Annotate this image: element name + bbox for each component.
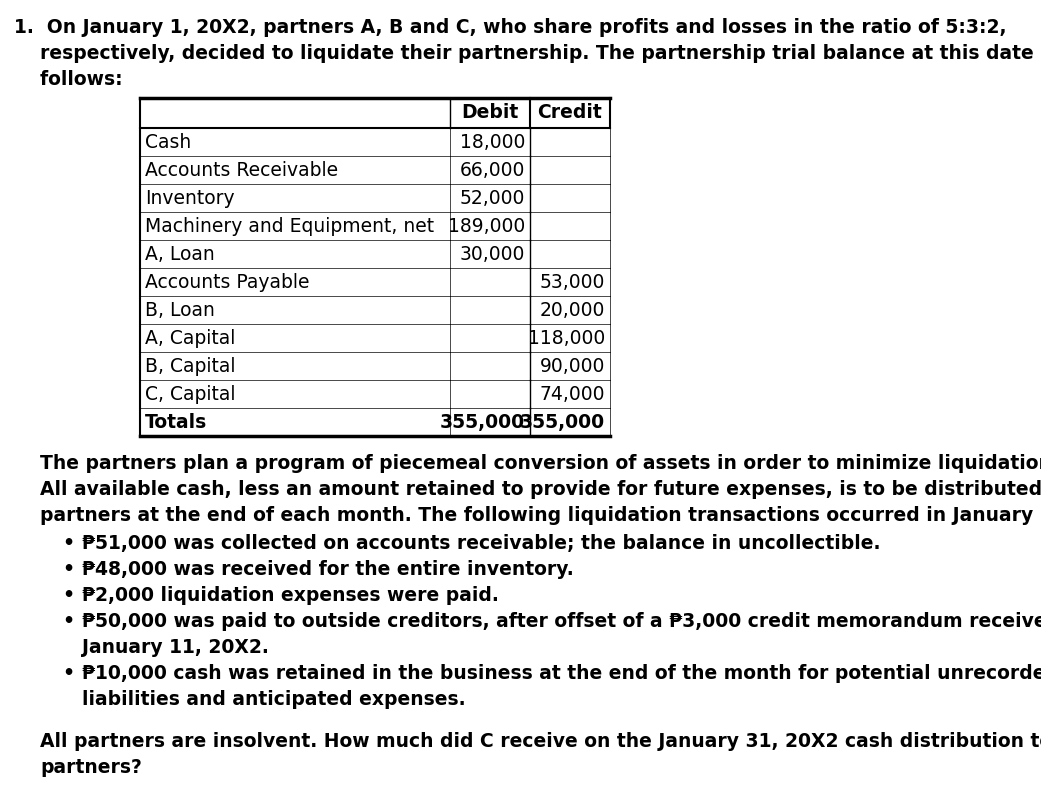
Text: All partners are insolvent. How much did C receive on the January 31, 20X2 cash : All partners are insolvent. How much did… <box>40 732 1041 751</box>
Text: Debit: Debit <box>461 104 518 122</box>
Text: ₱10,000 cash was retained in the business at the end of the month for potential : ₱10,000 cash was retained in the busines… <box>82 664 1041 683</box>
Text: 1.  On January 1, 20X2, partners A, B and C, who share profits and losses in the: 1. On January 1, 20X2, partners A, B and… <box>14 18 1007 37</box>
Text: All available cash, less an amount retained to provide for future expenses, is t: All available cash, less an amount retai… <box>40 480 1041 499</box>
Text: B, Loan: B, Loan <box>145 300 214 320</box>
Text: 53,000: 53,000 <box>539 273 605 291</box>
Text: A, Loan: A, Loan <box>145 245 214 263</box>
Text: partners?: partners? <box>40 758 142 777</box>
Text: 118,000: 118,000 <box>528 328 605 348</box>
Text: 355,000: 355,000 <box>519 412 605 431</box>
Text: •: • <box>62 560 74 579</box>
Text: Machinery and Equipment, net: Machinery and Equipment, net <box>145 217 434 236</box>
Text: 52,000: 52,000 <box>460 188 525 208</box>
Text: ₱2,000 liquidation expenses were paid.: ₱2,000 liquidation expenses were paid. <box>82 586 499 605</box>
Text: •: • <box>62 534 74 553</box>
Text: A, Capital: A, Capital <box>145 328 235 348</box>
Text: ₱50,000 was paid to outside creditors, after offset of a ₱3,000 credit memorandu: ₱50,000 was paid to outside creditors, a… <box>82 612 1041 631</box>
Text: liabilities and anticipated expenses.: liabilities and anticipated expenses. <box>82 690 465 709</box>
Text: partners at the end of each month. The following liquidation transactions occurr: partners at the end of each month. The f… <box>40 506 1041 525</box>
Text: Totals: Totals <box>145 412 207 431</box>
Text: 355,000: 355,000 <box>440 412 525 431</box>
Text: 30,000: 30,000 <box>460 245 525 263</box>
Text: •: • <box>62 586 74 605</box>
Text: ₱51,000 was collected on accounts receivable; the balance in uncollectible.: ₱51,000 was collected on accounts receiv… <box>82 534 881 553</box>
Text: ₱48,000 was received for the entire inventory.: ₱48,000 was received for the entire inve… <box>82 560 574 579</box>
Text: 90,000: 90,000 <box>539 357 605 375</box>
Text: respectively, decided to liquidate their partnership. The partnership trial bala: respectively, decided to liquidate their… <box>14 44 1041 63</box>
Text: 74,000: 74,000 <box>539 385 605 403</box>
Text: 189,000: 189,000 <box>448 217 525 236</box>
Text: B, Capital: B, Capital <box>145 357 235 375</box>
Text: •: • <box>62 612 74 631</box>
Text: Accounts Payable: Accounts Payable <box>145 273 309 291</box>
Text: January 11, 20X2.: January 11, 20X2. <box>82 638 269 657</box>
Text: Credit: Credit <box>537 104 603 122</box>
Text: 20,000: 20,000 <box>539 300 605 320</box>
Text: C, Capital: C, Capital <box>145 385 235 403</box>
Text: •: • <box>62 664 74 683</box>
Text: follows:: follows: <box>14 70 123 89</box>
Text: Accounts Receivable: Accounts Receivable <box>145 160 338 180</box>
Text: Cash: Cash <box>145 133 192 151</box>
Text: 66,000: 66,000 <box>460 160 525 180</box>
Text: 18,000: 18,000 <box>460 133 525 151</box>
Text: Inventory: Inventory <box>145 188 234 208</box>
Text: The partners plan a program of piecemeal conversion of assets in order to minimi: The partners plan a program of piecemeal… <box>40 454 1041 473</box>
